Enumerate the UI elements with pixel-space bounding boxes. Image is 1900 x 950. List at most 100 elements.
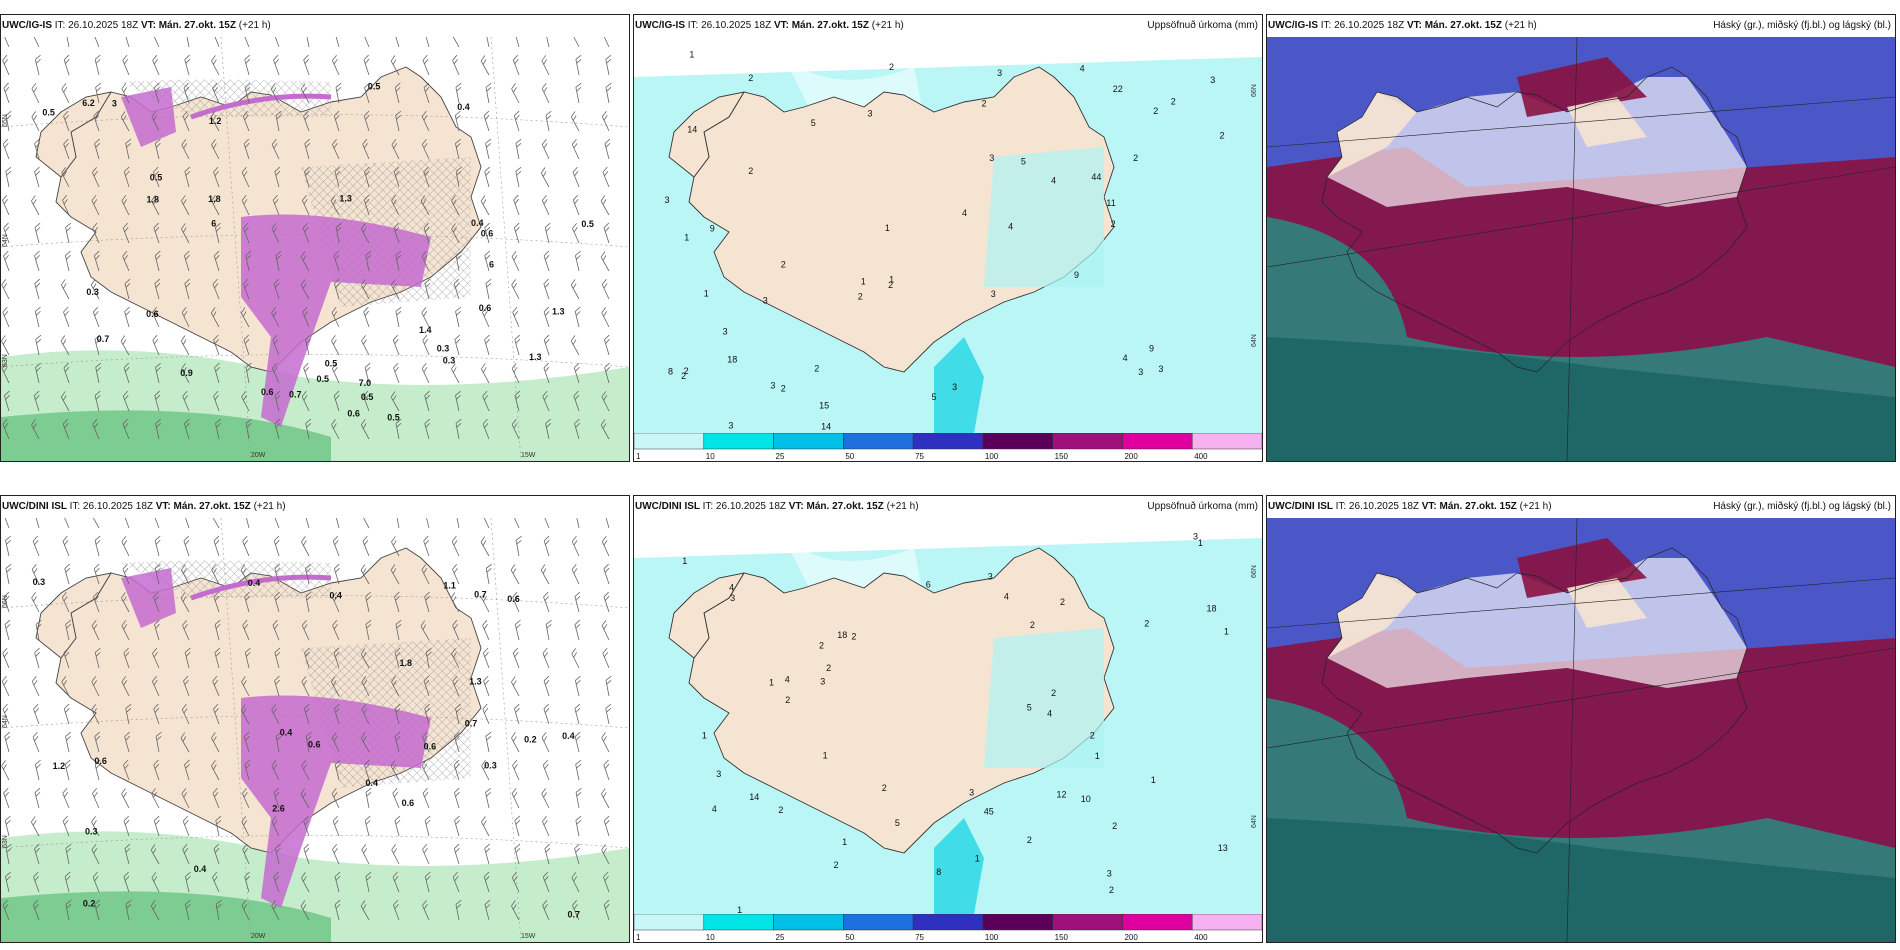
value-label: 9 bbox=[1149, 344, 1154, 354]
wind-barb bbox=[92, 166, 100, 188]
wind-barb bbox=[540, 564, 550, 585]
precip-area bbox=[241, 695, 431, 908]
value-label: 0.6 bbox=[424, 742, 437, 752]
wind-barb bbox=[480, 536, 490, 557]
wind-barb bbox=[541, 788, 550, 809]
wind-barb bbox=[211, 195, 220, 216]
wind-barb bbox=[271, 704, 280, 725]
wind-barb bbox=[543, 675, 550, 697]
wind-barb bbox=[334, 871, 341, 893]
wind-barb bbox=[600, 251, 610, 272]
wind-barb bbox=[124, 731, 130, 753]
wind-barb bbox=[244, 647, 251, 669]
value-label: 6 bbox=[211, 218, 216, 228]
wind-barb bbox=[244, 54, 251, 76]
wind-barb bbox=[485, 563, 492, 585]
wind-barb bbox=[65, 222, 72, 244]
wind-barb bbox=[424, 703, 431, 725]
lat-label: 64N bbox=[2, 234, 9, 247]
wind-barb bbox=[154, 278, 161, 300]
wind-barb bbox=[34, 759, 41, 781]
init-time: IT: 26.10.2025 18Z bbox=[69, 501, 156, 512]
wind-barb bbox=[65, 619, 72, 641]
wind-barb bbox=[395, 518, 400, 529]
wind-barb bbox=[91, 816, 100, 837]
value-label: 1 bbox=[842, 837, 847, 847]
wind-barb bbox=[392, 787, 400, 809]
wind-barb bbox=[365, 871, 372, 893]
wind-barb bbox=[61, 591, 70, 613]
value-label: 0.7 bbox=[97, 334, 110, 344]
wind-barb bbox=[542, 518, 550, 529]
wind-barb bbox=[603, 759, 610, 781]
wind-barb bbox=[600, 195, 610, 216]
wind-barb bbox=[271, 816, 280, 837]
wind-barb bbox=[274, 418, 281, 440]
wind-barb bbox=[421, 363, 430, 384]
wind-barb bbox=[182, 815, 190, 837]
value-label: 3 bbox=[723, 327, 728, 337]
value-label: 3 bbox=[868, 109, 873, 119]
wind-barb bbox=[300, 788, 310, 809]
wind-barb bbox=[543, 306, 550, 328]
wind-barb bbox=[180, 592, 190, 613]
value-label: 4 bbox=[962, 208, 967, 218]
value-label: 0.5 bbox=[317, 374, 330, 384]
wind-barb bbox=[515, 166, 522, 188]
map-panel-6: UWC/DINI ISL IT: 26.10.2025 18Z VT: Mán.… bbox=[1266, 495, 1896, 943]
parameter-label: Uppsöfnuð úrkoma (mm) bbox=[1147, 501, 1258, 512]
wind-barb bbox=[184, 54, 191, 76]
wind-barb bbox=[151, 195, 160, 216]
wind-barb bbox=[542, 390, 550, 412]
wind-barb bbox=[544, 222, 551, 244]
wind-barb bbox=[151, 37, 160, 48]
value-label: 5 bbox=[1021, 157, 1026, 167]
wind-barb bbox=[274, 563, 281, 585]
wind-barb bbox=[181, 195, 190, 216]
wind-barb bbox=[272, 362, 280, 384]
value-label: 2 bbox=[681, 371, 686, 381]
wind-barb bbox=[124, 278, 131, 300]
value-label: 2 bbox=[819, 640, 824, 650]
value-label: 14 bbox=[687, 124, 697, 134]
wind-barb bbox=[455, 418, 462, 440]
wind-barb bbox=[244, 591, 250, 613]
wind-barb bbox=[33, 871, 40, 893]
value-label: 4 bbox=[1008, 222, 1013, 232]
value-label: 2 bbox=[982, 99, 987, 109]
wind-barb bbox=[511, 900, 520, 921]
wind-barb bbox=[65, 899, 72, 921]
wind-barb bbox=[424, 278, 431, 300]
value-label: 1 bbox=[1095, 751, 1100, 761]
value-label: 0.6 bbox=[507, 594, 520, 604]
init-time: IT: 26.10.2025 18Z bbox=[702, 501, 789, 512]
wind-barb bbox=[542, 647, 550, 669]
value-label: 1.1 bbox=[443, 581, 456, 591]
wind-barb bbox=[360, 732, 370, 753]
wind-barb bbox=[394, 731, 401, 753]
wind-barb bbox=[304, 647, 310, 669]
wind-barb bbox=[91, 620, 100, 641]
value-label: 0.2 bbox=[524, 734, 537, 744]
wind-barb bbox=[513, 110, 520, 132]
wind-barb bbox=[392, 899, 400, 921]
wind-barb bbox=[451, 536, 460, 557]
wind-barb bbox=[32, 731, 40, 753]
value-label: 4 bbox=[785, 675, 790, 685]
wind-barb bbox=[214, 619, 221, 641]
lon-label: 20W bbox=[251, 933, 266, 940]
wind-barb bbox=[422, 334, 430, 356]
wind-barb bbox=[601, 391, 610, 412]
wind-barb bbox=[123, 362, 130, 384]
wind-barb bbox=[485, 787, 491, 809]
wind-barb bbox=[60, 391, 70, 412]
value-label: 8 bbox=[668, 366, 673, 376]
value-label: 3 bbox=[991, 289, 996, 299]
wind-barb bbox=[360, 564, 370, 585]
wind-barb bbox=[332, 815, 340, 837]
wind-barb bbox=[485, 138, 492, 160]
wind-barb bbox=[364, 815, 371, 837]
precip-map: 2323151421551418222211412324352212133314… bbox=[634, 37, 1262, 461]
value-label: 2 bbox=[1030, 620, 1035, 630]
wind-barb bbox=[31, 83, 40, 104]
